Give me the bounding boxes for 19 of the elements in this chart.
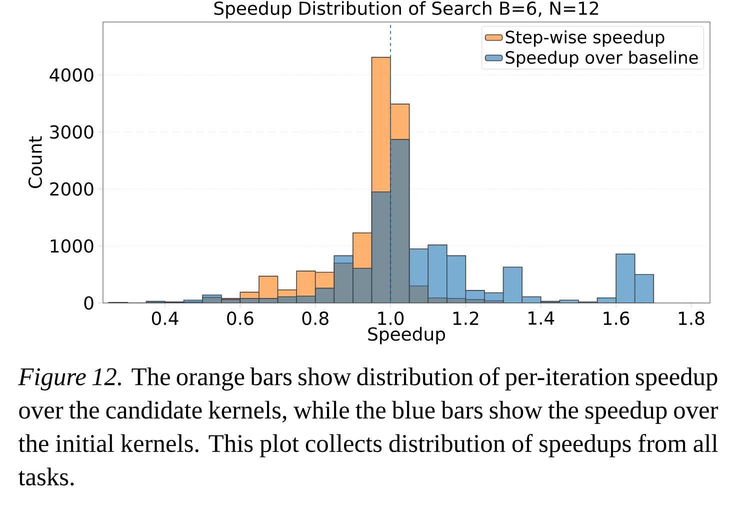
x-tick-label: 1.0 [378,312,404,326]
y-tick-label: 1000 [50,239,94,253]
x-tick-label: 1.6 [604,312,630,326]
x-tick-label: 1.8 [678,312,704,326]
y-tick-label: 2000 [50,182,94,196]
y-tick-label: 3000 [50,125,94,139]
x-tick-label: 1.4 [528,312,554,325]
y-tick-label: 0 [84,296,94,310]
legend-label: Speedup over baseline [506,50,698,68]
x-axis-title: Speedup [368,326,446,344]
x-tick-label: 1.2 [453,312,478,325]
x-tick-label: 0.4 [152,312,178,326]
y-tick-label: 4000 [50,68,94,82]
chart-title: Speedup Distribution of Search B=6, N=12 [214,1,598,19]
x-tick-label: 0.6 [227,312,254,326]
text: Figure 12. The orange bars show distribution of per-iteration speedup over the candidate kernels, while the blue bars show the speedup over the initial kernels. This plot collects distribution of speedups from all tasks. [18,367,718,486]
y-axis-title: Count [28,136,42,188]
legend-label: Step-wise speedup [506,30,664,47]
x-tick-label: 0.8 [302,312,328,326]
